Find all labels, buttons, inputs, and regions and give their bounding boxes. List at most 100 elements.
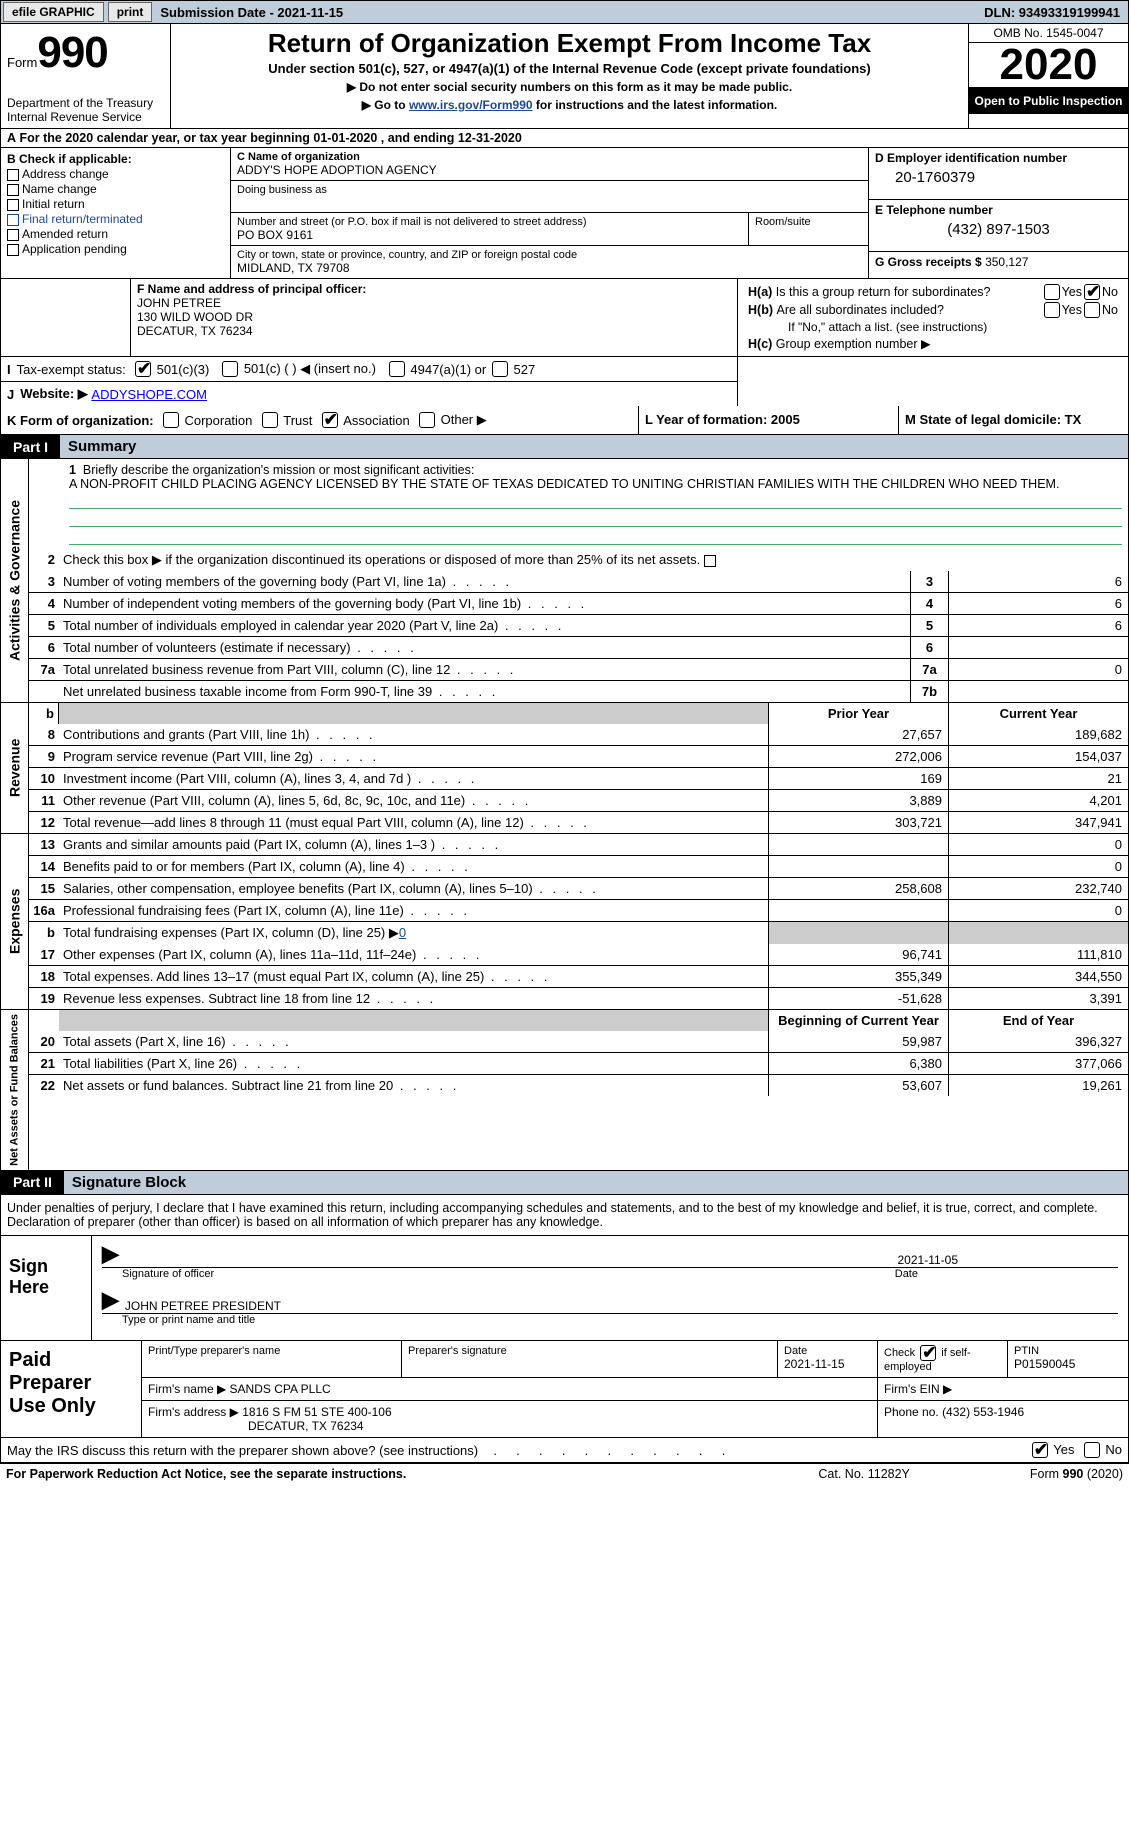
sign-here-label: Sign Here xyxy=(1,1236,91,1340)
table-row: 4Number of independent voting members of… xyxy=(29,592,1128,614)
table-row: 5Total number of individuals employed in… xyxy=(29,614,1128,636)
phone-label: E Telephone number xyxy=(875,203,1122,217)
irs-discuss-row: May the IRS discuss this return with the… xyxy=(0,1438,1129,1464)
box-b-title: B Check if applicable: xyxy=(7,152,224,166)
part2-header: Part II Signature Block xyxy=(0,1171,1129,1195)
ptin: P01590045 xyxy=(1014,1357,1122,1371)
chk-self-employed[interactable] xyxy=(920,1345,936,1361)
page-footer: For Paperwork Reduction Act Notice, see … xyxy=(0,1463,1129,1484)
firm-addr1: 1816 S FM 51 STE 400-106 xyxy=(242,1405,391,1419)
table-row: 13Grants and similar amounts paid (Part … xyxy=(29,834,1128,855)
arrow-icon: ▶ xyxy=(102,1287,119,1313)
website-link[interactable]: ADDYSHOPE.COM xyxy=(91,387,207,402)
hdr-end-year: End of Year xyxy=(948,1010,1128,1031)
signer-name: JOHN PETREE PRESIDENT xyxy=(125,1299,281,1313)
chk-name-change[interactable]: Name change xyxy=(7,182,224,196)
row-klm: K Form of organization: Corporation Trus… xyxy=(0,406,1129,435)
hb-yes[interactable] xyxy=(1044,302,1060,318)
line2-text: Check this box ▶ if the organization dis… xyxy=(59,549,1128,571)
addr-label: Number and street (or P.O. box if mail i… xyxy=(237,216,742,228)
irs-link[interactable]: www.irs.gov/Form990 xyxy=(409,98,533,112)
table-row: 15Salaries, other compensation, employee… xyxy=(29,877,1128,899)
chk-other[interactable] xyxy=(419,412,435,428)
table-row: 20Total assets (Part X, line 16)59,98739… xyxy=(29,1031,1128,1052)
footer-left: For Paperwork Reduction Act Notice, see … xyxy=(6,1467,406,1481)
chk-address-change[interactable]: Address change xyxy=(7,167,224,181)
hb-label: Are all subordinates included? xyxy=(776,303,1041,317)
form-note-1: ▶ Do not enter social security numbers o… xyxy=(175,80,964,94)
firm-name: SANDS CPA PLLC xyxy=(230,1382,331,1396)
ha-no[interactable] xyxy=(1084,284,1100,300)
chk-initial-return[interactable]: Initial return xyxy=(7,197,224,211)
sign-block: Sign Here ▶2021-11-05 Signature of offic… xyxy=(0,1236,1129,1341)
paid-label: Paid Preparer Use Only xyxy=(1,1341,141,1437)
table-row: 10Investment income (Part VIII, column (… xyxy=(29,767,1128,789)
table-row: 14Benefits paid to or for members (Part … xyxy=(29,855,1128,877)
chk-501c3[interactable] xyxy=(135,361,151,377)
hc-label: Group exemption number ▶ xyxy=(776,336,931,351)
table-row: 18Total expenses. Add lines 13–17 (must … xyxy=(29,965,1128,987)
box-f: F Name and address of principal officer:… xyxy=(131,279,738,356)
mission-label: Briefly describe the organization's miss… xyxy=(83,463,474,477)
irs-yes[interactable] xyxy=(1032,1442,1048,1458)
mission-text: A NON-PROFIT CHILD PLACING AGENCY LICENS… xyxy=(69,477,1059,491)
form-header: Form 990 Department of the Treasury Inte… xyxy=(0,24,1129,129)
section-revenue: Revenue b Prior Year Current Year 8Contr… xyxy=(0,703,1129,834)
chk-app-pending[interactable]: Application pending xyxy=(7,242,224,256)
open-public: Open to Public Inspection xyxy=(969,88,1128,114)
table-row: 9Program service revenue (Part VIII, lin… xyxy=(29,745,1128,767)
table-row: 19Revenue less expenses. Subtract line 1… xyxy=(29,987,1128,1009)
table-row: Net unrelated business taxable income fr… xyxy=(29,680,1128,702)
table-row: 11Other revenue (Part VIII, column (A), … xyxy=(29,789,1128,811)
table-row: 6Total number of volunteers (estimate if… xyxy=(29,636,1128,658)
efile-label: efile GRAPHIC xyxy=(3,2,104,22)
officer-addr1: 130 WILD WOOD DR xyxy=(137,310,731,324)
ein-label: D Employer identification number xyxy=(875,151,1122,165)
part1-header: Part I Summary xyxy=(0,435,1129,459)
irs-no[interactable] xyxy=(1084,1442,1100,1458)
chk-amended[interactable]: Amended return xyxy=(7,227,224,241)
table-row: 17Other expenses (Part IX, column (A), l… xyxy=(29,944,1128,965)
hdr-prior-year: Prior Year xyxy=(768,703,948,724)
row-a-taxyear: A For the 2020 calendar year, or tax yea… xyxy=(0,129,1129,148)
form-word: Form xyxy=(7,55,37,70)
chk-4947[interactable] xyxy=(389,361,405,377)
room-label: Room/suite xyxy=(755,216,862,228)
block-bcde: B Check if applicable: Address change Na… xyxy=(0,148,1129,279)
efile-topbar: efile GRAPHIC print Submission Date - 20… xyxy=(0,0,1129,24)
tax-exempt-label: Tax-exempt status: xyxy=(17,362,126,377)
chk-final-return[interactable]: Final return/terminated xyxy=(7,212,224,226)
state-domicile: M State of legal domicile: TX xyxy=(898,406,1128,434)
chk-assoc[interactable] xyxy=(322,412,338,428)
submission-date: Submission Date - 2021-11-15 xyxy=(154,5,349,20)
form-number: 990 xyxy=(37,28,107,78)
dba-label: Doing business as xyxy=(237,184,862,196)
hb-no[interactable] xyxy=(1084,302,1100,318)
tab-netassets: Net Assets or Fund Balances xyxy=(1,1010,29,1170)
table-row: 12Total revenue—add lines 8 through 11 (… xyxy=(29,811,1128,833)
chk-527[interactable] xyxy=(492,361,508,377)
city-label: City or town, state or province, country… xyxy=(237,249,862,261)
website-label: Website: ▶ xyxy=(20,386,88,402)
print-button[interactable]: print xyxy=(108,2,153,22)
chk-trust[interactable] xyxy=(262,412,278,428)
table-row: 8Contributions and grants (Part VIII, li… xyxy=(29,724,1128,745)
year-formation: L Year of formation: 2005 xyxy=(638,406,898,434)
phone-value: (432) 897-1503 xyxy=(875,217,1122,248)
footer-catno: Cat. No. 11282Y xyxy=(818,1467,910,1481)
firm-phone: (432) 553-1946 xyxy=(942,1405,1024,1419)
row-ij: I Tax-exempt status: 501(c)(3) 501(c) ( … xyxy=(0,357,1129,406)
ein-value: 20-1760379 xyxy=(875,165,1122,196)
sign-date: 2021-11-05 xyxy=(898,1253,1119,1267)
arrow-icon: ▶ xyxy=(102,1241,119,1267)
form-note-2: ▶ Go to www.irs.gov/Form990 for instruct… xyxy=(175,98,964,112)
dept-label: Department of the Treasury Internal Reve… xyxy=(7,96,164,124)
table-row: 22Net assets or fund balances. Subtract … xyxy=(29,1074,1128,1096)
chk-501c[interactable] xyxy=(222,361,238,377)
section-activities: Activities & Governance 1 Briefly descri… xyxy=(0,459,1129,703)
h-note: If "No," attach a list. (see instruction… xyxy=(748,320,1118,334)
tab-expenses: Expenses xyxy=(1,834,29,1009)
chk-corp[interactable] xyxy=(163,412,179,428)
table-row: 21Total liabilities (Part X, line 26)6,3… xyxy=(29,1052,1128,1074)
ha-yes[interactable] xyxy=(1044,284,1060,300)
